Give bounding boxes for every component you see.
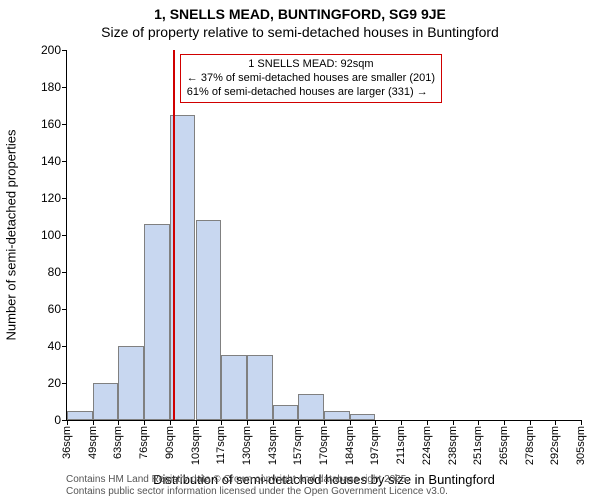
y-tick-mark [62,346,67,347]
x-tick-mark [298,420,299,425]
x-tick-label: 224sqm [421,426,433,465]
x-tick-mark [118,420,119,425]
x-tick-label: 143sqm [267,426,279,465]
x-tick-mark [67,420,68,425]
histogram-bar [118,346,144,420]
y-tick-label: 60 [27,302,61,316]
histogram-bar [67,411,93,420]
histogram-bar [324,411,350,420]
x-tick-mark [478,420,479,425]
credits-line: Contains public sector information licen… [66,486,448,498]
histogram-bar [273,405,299,420]
y-tick-label: 80 [27,265,61,279]
x-tick-mark [427,420,428,425]
histogram-bar [196,220,222,420]
y-tick-label: 160 [27,117,61,131]
x-tick-mark [453,420,454,425]
y-tick-label: 200 [27,43,61,57]
x-tick-mark [170,420,171,425]
plot-area: Number of semi-detached properties 02040… [66,50,581,421]
x-tick-label: 130sqm [241,426,253,465]
x-tick-label: 36sqm [61,426,73,459]
x-tick-label: 305sqm [575,426,587,465]
y-tick-mark [62,124,67,125]
x-tick-label: 63sqm [112,426,124,459]
x-tick-label: 76sqm [138,426,150,459]
x-tick-mark [581,420,582,425]
x-tick-label: 103sqm [190,426,202,465]
y-tick-mark [62,383,67,384]
y-tick-mark [62,50,67,51]
y-tick-mark [62,161,67,162]
x-tick-mark [401,420,402,425]
y-tick-label: 140 [27,154,61,168]
y-tick-label: 0 [27,413,61,427]
x-tick-label: 251sqm [472,426,484,465]
x-tick-mark [555,420,556,425]
x-tick-label: 278sqm [524,426,536,465]
histogram-bar [221,355,247,420]
x-tick-mark [247,420,248,425]
histogram-bar [93,383,119,420]
x-tick-label: 265sqm [498,426,510,465]
histogram-bar [144,224,170,420]
histogram-bar [350,414,376,420]
x-tick-label: 211sqm [395,426,407,464]
x-tick-label: 157sqm [292,426,304,465]
annotation-line: 1 SNELLS MEAD: 92sqm [187,58,435,72]
x-tick-label: 197sqm [369,426,381,465]
y-axis-label: Number of semi-detached properties [4,130,19,341]
x-tick-mark [221,420,222,425]
x-tick-mark [144,420,145,425]
histogram-bars [67,50,581,420]
x-tick-mark [196,420,197,425]
y-tick-mark [62,235,67,236]
y-tick-label: 100 [27,228,61,242]
y-tick-mark [62,272,67,273]
y-tick-label: 120 [27,191,61,205]
x-tick-label: 49sqm [87,426,99,459]
x-tick-mark [324,420,325,425]
y-tick-mark [62,198,67,199]
x-tick-label: 238sqm [447,426,459,465]
y-tick-mark [62,309,67,310]
annotation-line: 61% of semi-detached houses are larger (… [187,86,435,100]
chart-title: 1, SNELLS MEAD, BUNTINGFORD, SG9 9JE [0,6,600,22]
x-tick-mark [375,420,376,425]
y-tick-label: 20 [27,376,61,390]
x-tick-label: 90sqm [164,426,176,459]
chart-subtitle: Size of property relative to semi-detach… [0,24,600,40]
x-tick-label: 184sqm [344,426,356,465]
y-tick-label: 40 [27,339,61,353]
x-tick-mark [93,420,94,425]
x-tick-mark [273,420,274,425]
x-tick-label: 292sqm [549,426,561,465]
credits-line: Contains HM Land Registry data © Crown c… [66,474,448,486]
histogram-bar [298,394,324,420]
x-tick-label: 170sqm [318,426,330,465]
chart-root: 1, SNELLS MEAD, BUNTINGFORD, SG9 9JE Siz… [0,0,600,500]
x-tick-mark [530,420,531,425]
histogram-bar [247,355,273,420]
y-tick-mark [62,87,67,88]
x-tick-mark [350,420,351,425]
annotation-box: 1 SNELLS MEAD: 92sqm← 37% of semi-detach… [180,54,442,103]
annotation-line: ← 37% of semi-detached houses are smalle… [187,72,435,86]
x-tick-label: 117sqm [215,426,227,464]
credits-text: Contains HM Land Registry data © Crown c… [66,474,448,498]
y-tick-label: 180 [27,80,61,94]
subject-marker-line [173,50,175,420]
x-tick-mark [504,420,505,425]
